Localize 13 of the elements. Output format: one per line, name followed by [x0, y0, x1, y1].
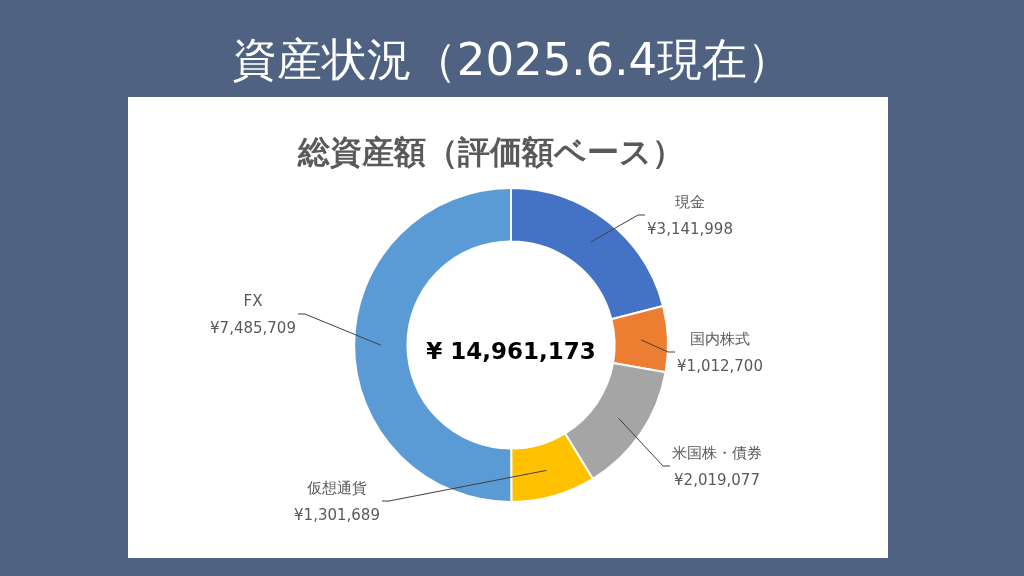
chart-subtitle: 総資産額（評価額ベース） — [297, 133, 684, 171]
data-label: ¥3,141,998 — [647, 220, 733, 238]
slice-label: 国内株式 — [690, 330, 750, 348]
data-label: ¥2,019,077 — [674, 471, 760, 489]
chart-title: 資産状況（2025.6.4現在） — [231, 33, 793, 86]
slice-label: 米国株・債券 — [672, 444, 762, 462]
data-label: ¥7,485,709 — [210, 319, 296, 337]
data-label: ¥1,301,689 — [294, 506, 380, 524]
text: ¥ 14,961,173 — [426, 338, 596, 364]
slice-label: FX — [243, 292, 263, 310]
data-label: ¥1,012,700 — [677, 357, 763, 375]
slice-label: 仮想通貨 — [306, 479, 367, 497]
slice-label: 現金 — [675, 193, 705, 211]
